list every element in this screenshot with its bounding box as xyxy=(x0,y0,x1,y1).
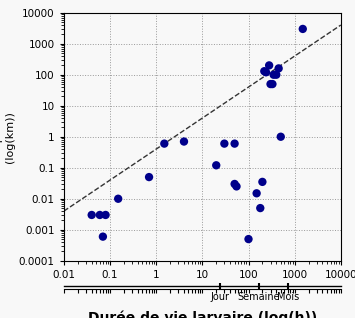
Point xyxy=(100,234,106,239)
Point xyxy=(234,184,239,189)
Point xyxy=(222,141,227,146)
Point xyxy=(266,63,272,68)
Point xyxy=(213,163,219,168)
Point xyxy=(263,70,269,75)
Point xyxy=(260,179,265,184)
Point xyxy=(97,212,103,218)
Point xyxy=(162,141,167,146)
Point xyxy=(273,72,279,77)
Point xyxy=(146,175,152,180)
Point xyxy=(254,191,260,196)
Point xyxy=(246,237,251,242)
Point xyxy=(278,134,284,139)
Y-axis label: Distance de dispersion observée
(log(km)): Distance de dispersion observée (log(km)… xyxy=(0,46,15,228)
Point xyxy=(276,66,282,71)
Point xyxy=(300,26,306,31)
Point xyxy=(181,139,187,144)
Point xyxy=(257,205,263,211)
Point xyxy=(115,196,121,201)
X-axis label: Durée de vie larvaire (log(h)): Durée de vie larvaire (log(h)) xyxy=(88,310,317,318)
Point xyxy=(232,181,237,186)
Point xyxy=(103,212,108,218)
Point xyxy=(269,81,275,86)
Point xyxy=(89,212,94,218)
Point xyxy=(262,69,267,74)
Point xyxy=(268,81,273,86)
Point xyxy=(232,141,237,146)
Point xyxy=(271,72,277,77)
